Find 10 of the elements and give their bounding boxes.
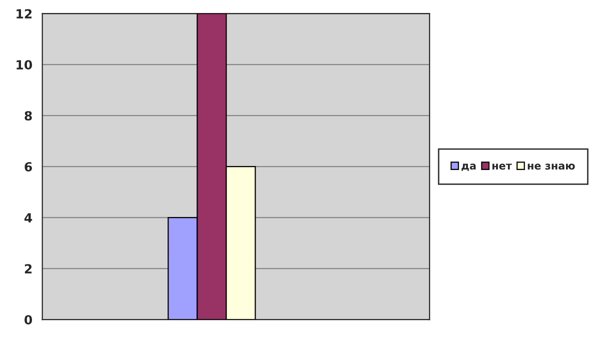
y-tick-label: 4 [24, 213, 32, 222]
legend-label: да [462, 164, 476, 171]
y-tick-label: 12 [16, 9, 32, 18]
y-tick-label: 10 [16, 60, 32, 70]
y-tick-label: 6 [24, 162, 32, 172]
legend-label: нет [492, 164, 512, 170]
legend-label: не знаю [528, 164, 575, 170]
y-tick-label: 2 [24, 264, 32, 274]
y-tick-label: 8 [24, 111, 32, 121]
y-tick-label: 0 [24, 315, 32, 325]
